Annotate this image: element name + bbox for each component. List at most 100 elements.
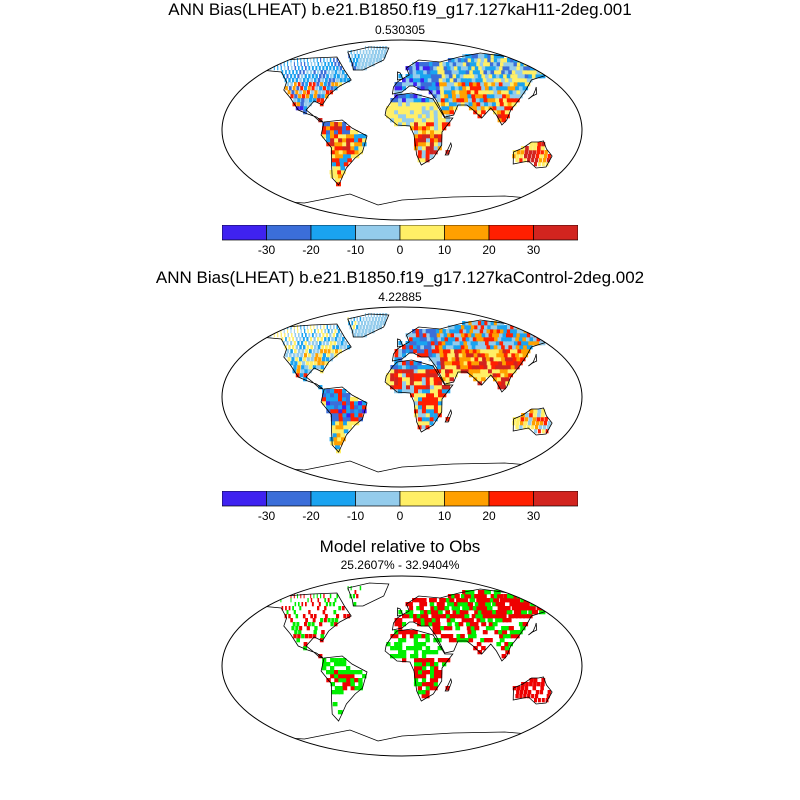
data-cell [297, 325, 298, 330]
data-cell [425, 329, 431, 334]
data-cell [524, 421, 528, 426]
data-cell [425, 686, 430, 691]
data-cell [414, 126, 419, 131]
data-cell [421, 654, 427, 659]
data-cell [459, 598, 465, 603]
data-cell [326, 130, 331, 135]
data-cell [416, 618, 422, 623]
data-cell [394, 357, 399, 362]
data-cell [417, 150, 422, 155]
data-cell [342, 138, 347, 143]
data-cell [318, 602, 321, 607]
data-cell [462, 598, 469, 603]
data-cell [350, 150, 356, 155]
data-cell [506, 333, 513, 338]
data-cell [418, 130, 423, 135]
data-cell [515, 158, 519, 163]
data-cell [436, 602, 442, 607]
data-cell [467, 58, 474, 63]
data-cell [506, 618, 512, 623]
data-cell [433, 417, 438, 422]
data-cell [402, 373, 407, 378]
data-cell [284, 333, 286, 338]
data-cell [485, 333, 491, 338]
data-cell [386, 642, 391, 647]
data-cell [445, 329, 451, 334]
data-cell [306, 325, 308, 330]
data-cell [497, 90, 503, 95]
data-cell [464, 102, 470, 107]
data-cell [299, 626, 303, 631]
data-cell [288, 78, 291, 83]
data-cell [329, 341, 333, 346]
data-cell [529, 146, 533, 151]
data-cell [480, 102, 485, 107]
data-cell [506, 66, 513, 71]
data-cell [440, 333, 445, 338]
data-cell [330, 413, 335, 418]
data-cell [338, 82, 342, 87]
data-cell [508, 90, 514, 95]
data-cell [341, 437, 346, 442]
data-cell [522, 337, 529, 342]
data-cell [503, 598, 510, 603]
colorbar-box [222, 225, 267, 241]
data-cell [521, 74, 528, 79]
data-cell [280, 62, 282, 67]
data-cell [449, 614, 455, 619]
data-cell [353, 333, 357, 338]
data-cell [377, 50, 381, 55]
data-cell [287, 90, 291, 95]
colorbar-tick-label: -30 [258, 509, 276, 523]
data-cell [322, 333, 325, 338]
data-cell [319, 86, 323, 91]
data-cell [335, 425, 341, 430]
data-cell [310, 594, 312, 599]
data-cell [320, 618, 324, 623]
data-cell [518, 86, 525, 91]
data-cell [342, 130, 347, 135]
data-cell [354, 329, 358, 334]
data-cell [485, 74, 491, 79]
data-cell [306, 78, 310, 83]
data-cell [347, 345, 351, 350]
data-cell [370, 321, 373, 326]
map-border [221, 575, 583, 757]
data-cell [398, 94, 403, 99]
data-cell [503, 62, 510, 67]
data-cell [493, 58, 501, 63]
data-cell [496, 373, 502, 378]
data-cell [457, 602, 463, 607]
data-cell [316, 594, 318, 599]
data-cell [512, 357, 518, 362]
data-cell [471, 365, 477, 370]
data-cell [343, 345, 347, 350]
data-cell [437, 118, 443, 123]
data-cell [339, 158, 344, 163]
data-cell [330, 122, 335, 127]
data-cell [488, 341, 494, 346]
data-cell [330, 393, 335, 398]
data-cell [425, 110, 431, 115]
data-cell [534, 698, 537, 703]
data-cell [352, 58, 355, 63]
data-cell [491, 102, 497, 107]
data-cells [266, 586, 555, 715]
data-cell [546, 158, 550, 163]
data-cell [500, 329, 507, 334]
data-cell [398, 118, 403, 123]
data-cell [493, 62, 500, 67]
data-cell [413, 614, 418, 619]
data-cell [328, 345, 332, 350]
data-cell [545, 162, 549, 167]
data-cell [425, 425, 430, 430]
data-cell [413, 369, 418, 374]
data-cell [417, 154, 422, 159]
data-cell [416, 341, 421, 346]
data-cell [330, 146, 335, 151]
data-cell [523, 58, 531, 63]
data-cell [320, 70, 323, 75]
data-cell [430, 401, 435, 406]
data-cell [512, 66, 520, 71]
data-cell [469, 349, 474, 354]
